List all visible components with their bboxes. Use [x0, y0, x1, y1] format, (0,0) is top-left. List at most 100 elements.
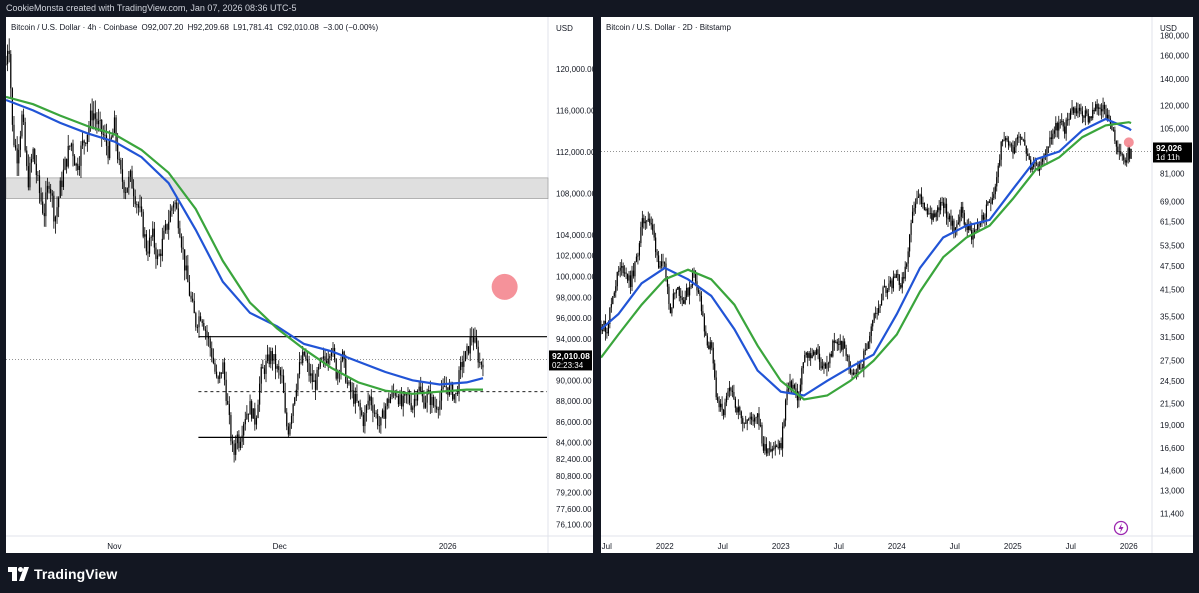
candle-body: [818, 353, 821, 362]
candle-body: [97, 120, 100, 125]
candle-body: [852, 372, 855, 375]
candle-body: [77, 163, 79, 171]
candle-body: [833, 340, 835, 343]
candle-body: [724, 402, 726, 416]
candle-body: [319, 358, 321, 367]
candle-body: [1019, 136, 1021, 138]
candle-body: [461, 361, 463, 367]
candle-body: [832, 340, 834, 357]
candle-body: [948, 215, 951, 220]
candle-body: [259, 383, 261, 405]
candle-body: [857, 364, 859, 374]
candle-body: [290, 416, 293, 424]
y-tick-label: 61,500: [1160, 217, 1185, 226]
candle-body: [295, 389, 297, 398]
candle-body: [54, 216, 57, 222]
candle-body: [866, 348, 868, 351]
moving-average-1: [601, 121, 1132, 401]
candle-body: [381, 410, 384, 418]
candle-body: [11, 88, 13, 125]
candle-body: [311, 373, 313, 383]
candle-body: [827, 363, 830, 365]
candle-body: [981, 214, 983, 224]
candle-body: [985, 204, 988, 218]
tradingview-logo[interactable]: TradingView: [8, 566, 117, 582]
candle-body: [740, 411, 742, 419]
candle-body: [6, 50, 9, 64]
candle-body: [1115, 141, 1117, 147]
candle-body: [615, 286, 617, 293]
candle-body: [287, 426, 289, 435]
legend-symbol: Bitcoin / U.S. Dollar · 4h · Coinbase: [11, 23, 138, 32]
candle-body: [284, 392, 286, 413]
candle-body: [872, 320, 874, 327]
candle-body: [66, 158, 68, 167]
chart-panel-2d[interactable]: USD 180,000 160,000 140,000 120,000 105,000 81…: [601, 17, 1193, 553]
candle-body: [1002, 139, 1004, 142]
candle-body: [196, 327, 199, 329]
candle-body: [126, 187, 128, 193]
candle-body: [618, 270, 620, 273]
candle-body: [987, 201, 989, 205]
candle-body: [89, 110, 92, 127]
candle-body: [305, 355, 307, 360]
candle-body: [166, 224, 168, 230]
candle-body: [951, 220, 954, 226]
candle-body: [662, 261, 664, 263]
candle-body: [302, 351, 304, 363]
candle-body: [1007, 140, 1010, 146]
candle-body: [426, 393, 428, 403]
price-label-countdown: 02:23:34: [552, 361, 584, 370]
candle-body: [329, 355, 331, 359]
candle-body: [898, 274, 900, 285]
candle-body: [385, 406, 387, 419]
candle-body: [888, 283, 890, 291]
candle-body: [67, 145, 69, 167]
candle-body: [188, 282, 191, 296]
candle-body: [35, 163, 37, 176]
candle-body: [204, 329, 206, 331]
candle-body: [751, 416, 753, 420]
candle-body: [796, 391, 798, 401]
candle-body: [622, 266, 624, 274]
candle-body: [233, 443, 235, 455]
candle-body: [1059, 121, 1061, 123]
candle-body: [469, 336, 471, 354]
candle-body: [770, 449, 772, 452]
candle-body: [782, 426, 784, 449]
y-tick-label: 94,000.00: [556, 335, 592, 344]
candle-body: [424, 402, 427, 408]
x-tick-label: 2026: [1120, 542, 1138, 551]
candle-body: [118, 159, 120, 161]
candle-body: [1072, 107, 1075, 113]
candle-body: [935, 212, 937, 217]
candle-body: [792, 384, 794, 390]
candle-body: [270, 351, 272, 365]
candle-body: [318, 366, 320, 370]
chart-panel-4h[interactable]: USD 120,000.00 116,000.00 112,000.00 108,000…: [6, 17, 593, 553]
candle-body: [672, 293, 674, 308]
candle-body: [855, 373, 858, 375]
candle-body: [19, 136, 21, 150]
candle-body: [107, 145, 109, 159]
x-tick-label: Dec: [273, 542, 287, 551]
candle-body: [1056, 122, 1058, 131]
candle-body: [842, 341, 844, 350]
candle-body: [739, 407, 741, 412]
candle-body: [700, 296, 703, 312]
candle-body: [327, 358, 329, 364]
candle-body: [960, 206, 962, 217]
candle-body: [1102, 104, 1104, 112]
chart-4h-svg[interactable]: USD 120,000.00 116,000.00 112,000.00 108,000…: [6, 17, 593, 553]
x-tick-label: 2026: [439, 542, 457, 551]
legend-close: C92,010.08: [277, 23, 319, 32]
candle-body: [75, 163, 77, 166]
candle-body: [450, 384, 452, 386]
candle-body: [182, 247, 184, 250]
candle-body: [1041, 159, 1044, 162]
candle-body: [663, 262, 666, 264]
candle-body: [431, 396, 433, 405]
candle-body: [1084, 110, 1086, 118]
candle-body: [619, 267, 621, 271]
